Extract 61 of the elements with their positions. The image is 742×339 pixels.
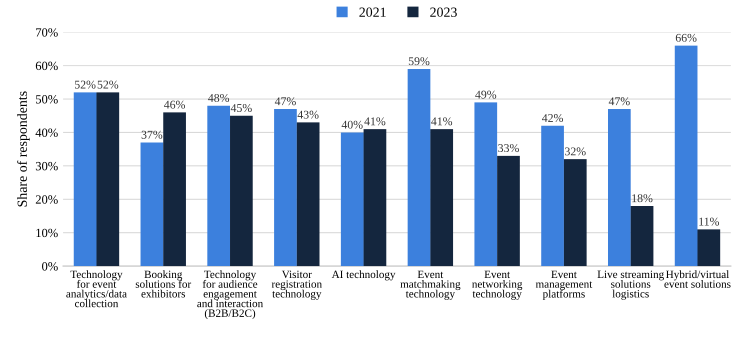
data-label: 43% bbox=[298, 110, 319, 119]
bar bbox=[296, 122, 320, 266]
bar bbox=[74, 92, 96, 266]
data-label: 59% bbox=[408, 57, 430, 66]
legend-label: 2021 bbox=[359, 8, 386, 17]
x-tick-label: Technology for event analytics/data collection bbox=[66, 270, 127, 308]
bar bbox=[674, 46, 698, 266]
bar bbox=[564, 159, 587, 266]
bar bbox=[340, 132, 364, 266]
data-label: 32% bbox=[565, 147, 586, 156]
y-tick-label: 20% bbox=[36, 195, 58, 204]
data-label: 49% bbox=[475, 90, 496, 99]
x-tick-label: AI technology bbox=[332, 270, 396, 280]
bar bbox=[163, 112, 186, 266]
y-tick-label: 60% bbox=[36, 62, 58, 70]
legend-label: 2023 bbox=[430, 8, 457, 17]
data-label: 42% bbox=[542, 114, 563, 122]
data-label: 41% bbox=[364, 117, 386, 126]
data-label: 46% bbox=[164, 100, 186, 109]
bar bbox=[608, 109, 631, 266]
bar bbox=[497, 156, 520, 266]
y-tick-label: 10% bbox=[36, 228, 58, 238]
x-tick-label: Live streaming solutions logistics bbox=[598, 270, 664, 300]
y-tick-label: 0% bbox=[42, 262, 58, 271]
bar bbox=[207, 106, 230, 266]
y-axis-title: Share of respondents bbox=[17, 91, 30, 206]
data-label: 47% bbox=[274, 97, 296, 106]
data-label: 41% bbox=[431, 117, 452, 126]
x-tick-label: Technology for audience engagement and interaction (B2B/B2C) bbox=[197, 270, 264, 320]
data-label: 18% bbox=[632, 194, 652, 202]
data-label: 37% bbox=[142, 130, 162, 139]
y-tick-label: 40% bbox=[36, 128, 58, 137]
x-tick-label: Event networking technology bbox=[472, 270, 522, 300]
y-tick-label: 50% bbox=[36, 95, 58, 104]
data-label: 52% bbox=[74, 80, 96, 89]
bar bbox=[274, 109, 297, 266]
x-tick-label: Visitor registration technology bbox=[272, 270, 322, 300]
data-label: 11% bbox=[699, 218, 720, 226]
y-tick-label: 30% bbox=[36, 162, 58, 170]
y-tick-label: 70% bbox=[36, 28, 58, 37]
data-label: 33% bbox=[498, 144, 519, 152]
bar bbox=[408, 68, 430, 266]
data-label: 52% bbox=[98, 80, 118, 89]
data-label: 40% bbox=[342, 120, 363, 129]
bar bbox=[474, 102, 498, 266]
bar bbox=[230, 116, 253, 266]
bar bbox=[364, 129, 386, 266]
bar bbox=[140, 142, 164, 266]
x-tick-label: Hybrid/virtual event solutions bbox=[664, 270, 731, 288]
bar bbox=[697, 229, 720, 266]
data-label: 45% bbox=[230, 104, 252, 112]
bar bbox=[541, 126, 564, 266]
x-tick-label: Booking solutions for exhibitors bbox=[136, 270, 192, 298]
data-label: 48% bbox=[208, 94, 230, 102]
bar bbox=[96, 92, 120, 266]
data-label: 66% bbox=[676, 34, 697, 42]
bar bbox=[430, 129, 454, 266]
bar bbox=[630, 206, 654, 266]
x-tick-label: Event management platforms bbox=[536, 270, 592, 300]
data-label: 47% bbox=[608, 97, 630, 106]
x-tick-label: Event matchmaking technology bbox=[400, 270, 460, 300]
